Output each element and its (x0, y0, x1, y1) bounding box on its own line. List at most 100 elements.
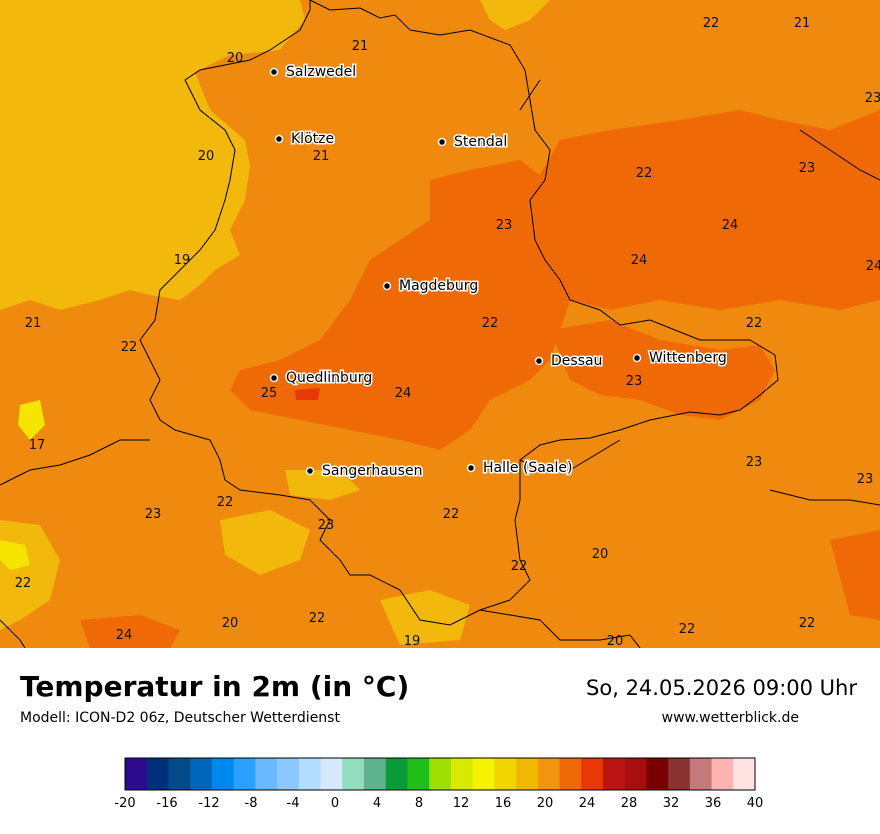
cool-patch-southeast (380, 590, 470, 645)
warm-patch-south (80, 615, 180, 648)
temp-label: 23 (799, 161, 816, 176)
temp-label: 23 (318, 518, 335, 533)
city-quedlinburg: Quedlinburg (269, 369, 374, 388)
legend-swatch (581, 758, 604, 790)
legend-swatch (559, 758, 582, 790)
legend-swatch (646, 758, 669, 790)
temp-label: 21 (352, 39, 369, 54)
light-patch-west (18, 400, 45, 440)
forecast-datetime: So, 24.05.2026 09:00 Uhr (586, 676, 857, 700)
city-salzwedel: Salzwedel (269, 63, 358, 82)
legend-swatch (385, 758, 408, 790)
legend-tick-label: 36 (705, 796, 722, 811)
legend-swatch (255, 758, 278, 790)
legend-tick-label: -20 (114, 796, 135, 811)
temp-label: 23 (145, 507, 162, 522)
city-kloetze: Klötze (274, 130, 336, 149)
legend-tick-label: -12 (198, 796, 219, 811)
temp-label: 21 (794, 16, 811, 31)
temp-label: 20 (227, 51, 244, 66)
temp-label: 22 (443, 507, 460, 522)
city-label: Sangerhausen (322, 463, 422, 479)
city-wittenberg: Wittenberg (632, 349, 728, 368)
temp-label: 17 (29, 438, 46, 453)
legend-swatch (320, 758, 343, 790)
state-borders (0, 0, 880, 648)
legend-tick-label: 32 (663, 796, 680, 811)
cool-patch-south (220, 510, 310, 575)
city-stendal: Stendal (437, 133, 509, 152)
temp-label: 22 (799, 616, 816, 631)
temp-label: 22 (15, 576, 32, 591)
city-label: Wittenberg (649, 350, 727, 366)
temp-label: 24 (395, 386, 412, 401)
legend-swatch (342, 758, 365, 790)
legend-swatch (602, 758, 626, 790)
legend-swatch (233, 758, 256, 790)
temp-label: 20 (198, 149, 215, 164)
warm-region-central (230, 110, 880, 450)
city-label: Salzwedel (286, 64, 356, 80)
legend-swatch (668, 758, 691, 790)
legend-tick-label: 0 (331, 796, 339, 811)
legend-tick-label: 40 (747, 796, 764, 811)
temp-label: 23 (865, 91, 880, 106)
city-label: Klötze (291, 131, 334, 147)
website-link[interactable]: www.wetterblick.de (661, 710, 799, 726)
warm-region-wittenberg (550, 320, 775, 420)
temp-label: 20 (592, 547, 609, 562)
temp-label: 24 (116, 628, 133, 643)
temp-label: 22 (217, 495, 234, 510)
temperature-map: Salzwedel Klötze Stendal Magdeburg Dessa… (0, 0, 880, 648)
temp-label: 25 (261, 386, 278, 401)
city-markers: Salzwedel Klötze Stendal Magdeburg Dessa… (269, 63, 728, 481)
legend-swatch (146, 758, 169, 790)
legend-tick-label: 12 (453, 796, 470, 811)
legend-scale: -20 -16 -12 -8 -4 0 4 8 12 16 20 24 28 32 36 40 (114, 757, 764, 811)
hot-patch-quedlinburg (295, 388, 320, 400)
temp-label: 22 (309, 611, 326, 626)
model-source: Modell: ICON-D2 06z, Deutscher Wetterdie… (20, 710, 340, 726)
city-sangerhausen: Sangerhausen (305, 462, 424, 481)
city-label: Halle (Saale) (483, 460, 572, 476)
legend-tick-label: -16 (156, 796, 177, 811)
city-halle-saale: Halle (Saale) (466, 459, 574, 478)
legend-tick-label: 28 (621, 796, 638, 811)
temp-label: 22 (511, 559, 528, 574)
legend-swatch (733, 758, 756, 790)
legend-swatch (689, 758, 713, 790)
temp-label: 19 (404, 634, 421, 648)
legend-swatch (125, 758, 148, 790)
map-title: Temperatur in 2m (in °C) (20, 670, 410, 703)
temp-label: 22 (679, 622, 696, 637)
legend-tick-label: 20 (537, 796, 554, 811)
city-label: Stendal (454, 134, 507, 150)
temp-label: 20 (607, 634, 624, 648)
city-label: Magdeburg (399, 278, 478, 294)
temp-label: 19 (174, 253, 191, 268)
light-patch-southwest (0, 540, 30, 570)
temp-label: 22 (482, 316, 499, 331)
cool-region-northwest (0, 0, 305, 310)
legend-swatch (363, 758, 387, 790)
city-magdeburg: Magdeburg (382, 277, 480, 296)
legend-tick-label: 24 (579, 796, 596, 811)
legend-swatch (211, 758, 235, 790)
legend-swatch (190, 758, 213, 790)
temp-label: 23 (857, 472, 874, 487)
legend-swatch (450, 758, 474, 790)
temp-label: 23 (746, 455, 763, 470)
legend-tick-label: 4 (373, 796, 381, 811)
temp-label: 23 (496, 218, 513, 233)
legend-swatch (711, 758, 734, 790)
temp-label: 22 (121, 340, 138, 355)
temp-label: 24 (722, 218, 739, 233)
cool-region-north (480, 0, 550, 30)
warm-region-northeast (750, 140, 880, 220)
legend-swatch (494, 758, 517, 790)
city-label: Quedlinburg (286, 370, 372, 386)
legend-tick-label: 16 (495, 796, 512, 811)
map-canvas: Salzwedel Klötze Stendal Magdeburg Dessa… (0, 0, 880, 648)
temp-label: 24 (631, 253, 648, 268)
legend-swatch (624, 758, 647, 790)
